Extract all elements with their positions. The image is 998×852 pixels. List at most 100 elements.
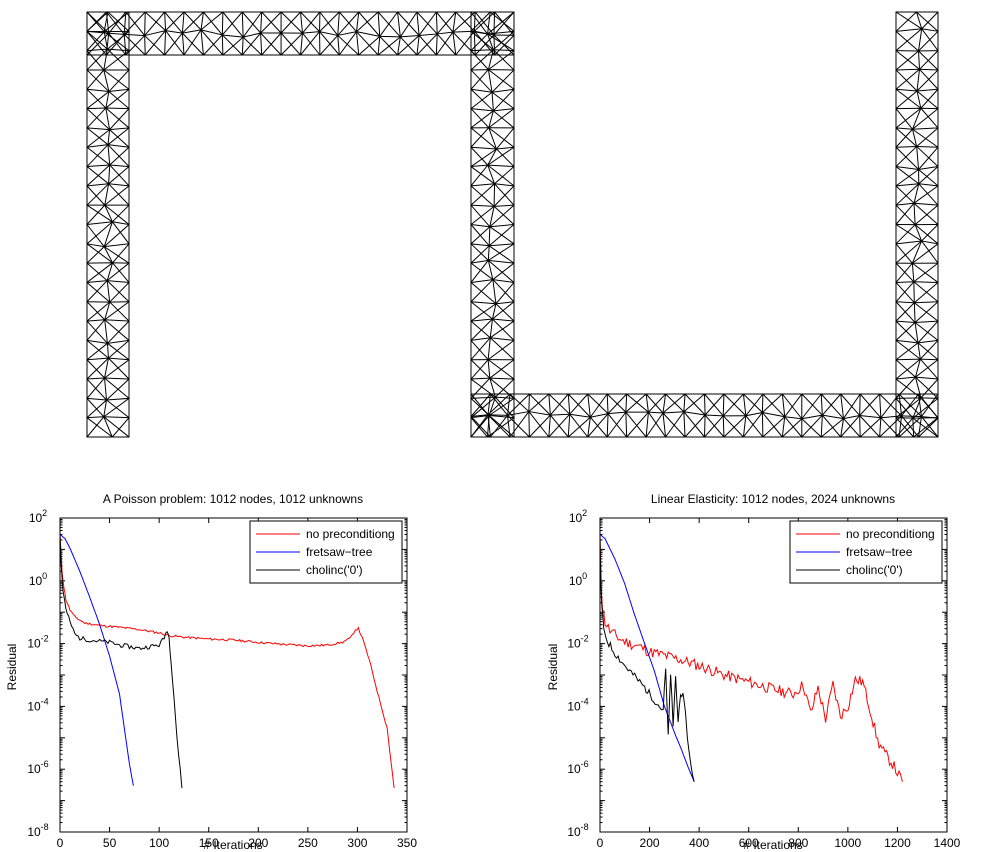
mesh-edge bbox=[106, 33, 125, 56]
mesh-edge bbox=[470, 259, 515, 264]
mesh-edge bbox=[86, 320, 108, 344]
mesh-edge bbox=[509, 393, 530, 412]
mesh-edge bbox=[111, 417, 130, 438]
mesh-edge bbox=[104, 185, 130, 206]
mesh-edge bbox=[898, 416, 922, 438]
mesh-edge bbox=[662, 411, 684, 414]
mesh-edge bbox=[261, 32, 282, 56]
mesh-edge bbox=[840, 415, 861, 438]
mesh-edge bbox=[379, 36, 398, 56]
mesh-edge bbox=[200, 29, 223, 36]
mesh-edge bbox=[470, 414, 489, 438]
mesh-edge bbox=[919, 358, 939, 380]
mesh-edge bbox=[86, 378, 107, 401]
x-tick-label: 50 bbox=[103, 836, 117, 850]
mesh-edge bbox=[183, 11, 202, 31]
mesh-edge bbox=[470, 11, 491, 32]
mesh-edge bbox=[569, 413, 591, 418]
mesh-edge bbox=[470, 146, 489, 166]
mesh-edge bbox=[820, 393, 844, 419]
legend-label: cholinc('0') bbox=[846, 563, 903, 577]
mesh-edge bbox=[470, 318, 493, 341]
mesh-edge bbox=[495, 282, 515, 305]
mesh-edge bbox=[496, 127, 515, 150]
mesh-edge bbox=[915, 359, 939, 378]
mesh-edge bbox=[488, 69, 515, 90]
mesh-edge bbox=[358, 11, 381, 37]
mesh-edge bbox=[104, 319, 130, 341]
mesh-edge bbox=[895, 185, 915, 204]
mesh-edge bbox=[470, 30, 494, 51]
mesh-edge bbox=[859, 393, 880, 416]
mesh-edge bbox=[606, 411, 627, 438]
mesh-edge bbox=[895, 376, 916, 399]
mesh-edge bbox=[107, 129, 111, 145]
mesh-edge bbox=[859, 414, 881, 419]
mesh-edge bbox=[723, 393, 747, 417]
mesh-edge bbox=[921, 240, 939, 264]
x-tick-label: 0 bbox=[57, 836, 64, 850]
mesh-edge bbox=[86, 377, 130, 380]
mesh-edge bbox=[488, 127, 515, 148]
mesh-edge bbox=[106, 280, 111, 303]
mesh-edge bbox=[416, 33, 438, 56]
mesh-edge bbox=[645, 412, 664, 438]
mesh-edge bbox=[200, 29, 224, 56]
mesh-edge bbox=[473, 11, 495, 32]
mesh-edge bbox=[165, 11, 185, 31]
mesh-edge bbox=[470, 260, 489, 283]
mesh-edge bbox=[470, 393, 491, 417]
x-tick-label: 400 bbox=[689, 836, 709, 850]
mesh-edge bbox=[86, 301, 106, 321]
mesh-edge bbox=[895, 302, 915, 322]
mesh-edge bbox=[722, 415, 744, 438]
mesh-edge bbox=[625, 393, 647, 413]
mesh-edge bbox=[648, 411, 666, 438]
mesh-edge bbox=[590, 413, 609, 418]
mesh-edge bbox=[493, 185, 515, 207]
x-tick-label: 100 bbox=[149, 836, 169, 850]
mesh-edge bbox=[916, 90, 922, 109]
series-line bbox=[60, 534, 395, 789]
chart-title: Linear Elasticity: 1012 nodes, 2024 unkn… bbox=[651, 492, 895, 506]
x-tick-label: 0 bbox=[597, 836, 604, 850]
mesh-edge bbox=[470, 108, 490, 129]
mesh-edge bbox=[912, 397, 922, 419]
mesh-edge bbox=[106, 262, 114, 281]
mesh-edge bbox=[879, 393, 882, 438]
mesh-edge bbox=[242, 11, 263, 38]
mesh-edge bbox=[487, 11, 491, 35]
mesh-edge bbox=[491, 92, 494, 111]
mesh-edge bbox=[108, 164, 111, 184]
mesh-edge bbox=[493, 88, 515, 112]
mesh-edge bbox=[549, 393, 569, 416]
mesh-edge bbox=[665, 411, 685, 438]
mesh-edge bbox=[183, 29, 202, 56]
mesh-edge bbox=[895, 262, 913, 283]
mesh-edge bbox=[125, 11, 146, 36]
mesh-edge bbox=[470, 243, 515, 247]
mesh-edge bbox=[912, 128, 939, 148]
mesh-edge bbox=[319, 31, 340, 56]
mesh-edge bbox=[569, 413, 589, 438]
mesh-edge bbox=[916, 11, 939, 32]
mesh-edge bbox=[495, 303, 515, 322]
mesh-edge bbox=[762, 411, 785, 418]
mesh-edge bbox=[103, 246, 130, 264]
mesh-edge bbox=[280, 32, 303, 56]
mesh-edge bbox=[918, 417, 939, 438]
mesh-edge bbox=[86, 357, 109, 380]
mesh-edge bbox=[104, 204, 113, 223]
mesh-edge bbox=[300, 11, 320, 32]
mesh-edge bbox=[920, 397, 939, 419]
mesh-edge bbox=[914, 376, 922, 398]
mesh-edge bbox=[859, 415, 880, 438]
mesh-edge bbox=[489, 206, 495, 227]
mesh-edge bbox=[86, 50, 105, 71]
mesh-edge bbox=[914, 358, 921, 378]
mesh-edge bbox=[86, 399, 107, 419]
mesh-edge bbox=[487, 49, 494, 70]
mesh-edge bbox=[723, 415, 747, 438]
mesh-edge bbox=[567, 416, 591, 438]
mesh-edge bbox=[379, 35, 401, 38]
